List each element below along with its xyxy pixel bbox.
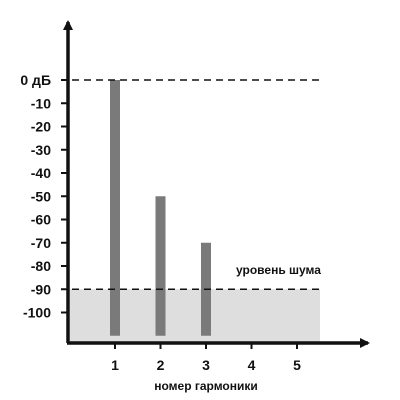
y-tick-label: -90 [31,281,51,297]
y-tick-label: -30 [31,142,51,158]
y-tick-label: -40 [31,165,51,181]
y-tick-label: -10 [31,95,51,111]
x-axis-label: номер гармоники [154,379,258,393]
harmonic-bar [155,196,166,336]
y-tick-label: -50 [31,188,51,204]
y-tick-label: -60 [31,212,51,228]
x-tick-label: 2 [157,357,165,373]
y-tick-label: -80 [31,258,51,274]
y-tick-label: -20 [31,119,51,135]
noise-region [70,289,320,343]
y-tick-label: -100 [23,305,51,321]
y-tick-label: -70 [31,235,51,251]
x-tick-label: 5 [293,357,301,373]
x-tick-label: 3 [202,357,210,373]
harmonic-bar [110,80,120,336]
x-tick-label: 1 [111,357,119,373]
y-tick-label: 0 дБ [20,72,51,88]
noise-floor-label: уровень шума [236,263,321,277]
x-tick-label: 4 [248,357,256,373]
